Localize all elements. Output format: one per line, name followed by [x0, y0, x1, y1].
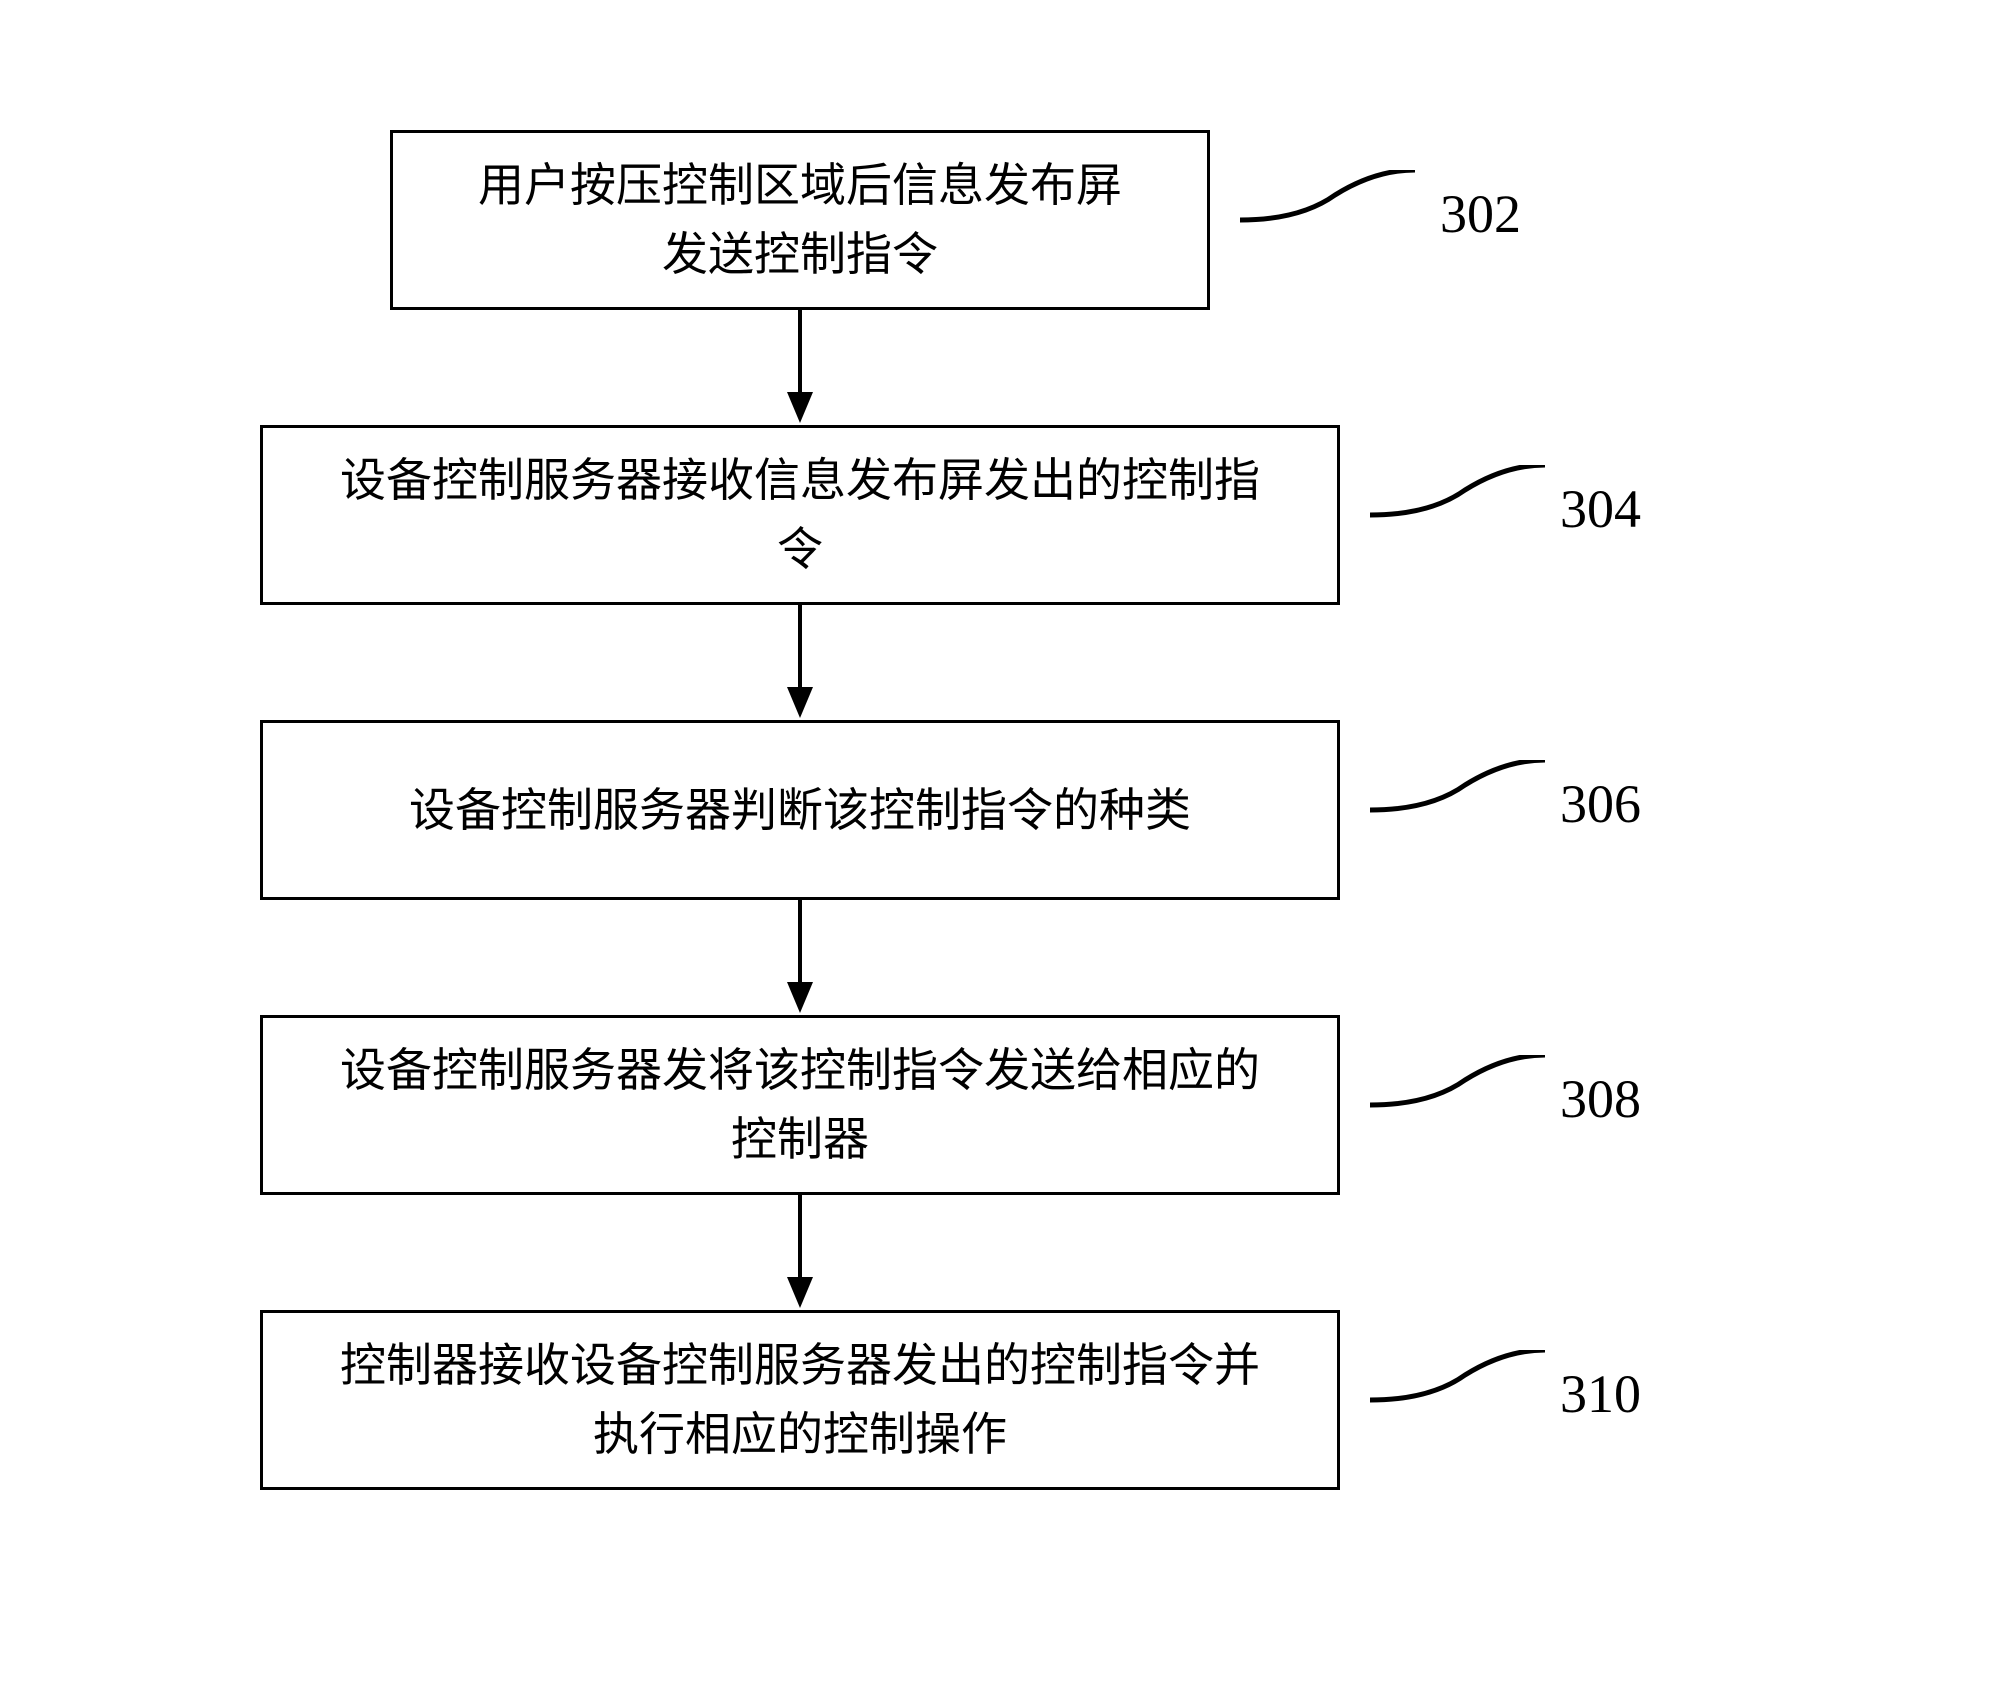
connector-curve — [1370, 760, 1550, 860]
flowchart-step: 设备控制服务器接收信息发布屏发出的控制指 令 304 — [260, 425, 1660, 605]
flowchart-arrow — [260, 1195, 1340, 1310]
step-label: 308 — [1560, 1068, 1641, 1130]
step-label: 310 — [1560, 1363, 1641, 1425]
step-label: 302 — [1440, 183, 1521, 245]
step-box-306: 设备控制服务器判断该控制指令的种类 — [260, 720, 1340, 900]
connector-curve — [1370, 1055, 1550, 1155]
step-box-310: 控制器接收设备控制服务器发出的控制指令并 执行相应的控制操作 — [260, 1310, 1340, 1490]
flowchart-arrow — [260, 310, 1340, 425]
step-text: 控制器接收设备控制服务器发出的控制指令并 执行相应的控制操作 — [340, 1331, 1260, 1469]
step-text: 用户按压控制区域后信息发布屏 发送控制指令 — [478, 151, 1122, 289]
step-text: 设备控制服务器判断该控制指令的种类 — [409, 776, 1191, 845]
flowchart-arrow — [260, 605, 1340, 720]
step-box-308: 设备控制服务器发将该控制指令发送给相应的 控制器 — [260, 1015, 1340, 1195]
step-label: 304 — [1560, 478, 1641, 540]
step-text: 设备控制服务器接收信息发布屏发出的控制指 令 — [340, 446, 1260, 584]
flowchart-step: 设备控制服务器发将该控制指令发送给相应的 控制器 308 — [260, 1015, 1660, 1195]
connector-curve — [1240, 170, 1420, 270]
flowchart-arrow — [260, 900, 1340, 1015]
connector-curve — [1370, 465, 1550, 565]
step-text: 设备控制服务器发将该控制指令发送给相应的 控制器 — [340, 1036, 1260, 1174]
step-label: 306 — [1560, 773, 1641, 835]
flowchart-container: 用户按压控制区域后信息发布屏 发送控制指令 302 设备控制服务器接收信息发布屏… — [260, 130, 1660, 1490]
step-box-304: 设备控制服务器接收信息发布屏发出的控制指 令 — [260, 425, 1340, 605]
flowchart-step: 设备控制服务器判断该控制指令的种类 306 — [260, 720, 1660, 900]
step-box-302: 用户按压控制区域后信息发布屏 发送控制指令 — [390, 130, 1210, 310]
flowchart-step: 用户按压控制区域后信息发布屏 发送控制指令 302 — [260, 130, 1660, 310]
connector-curve — [1370, 1350, 1550, 1450]
flowchart-step: 控制器接收设备控制服务器发出的控制指令并 执行相应的控制操作 310 — [260, 1310, 1660, 1490]
